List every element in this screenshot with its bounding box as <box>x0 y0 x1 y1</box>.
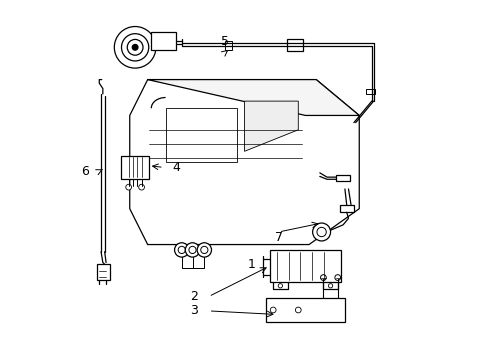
Polygon shape <box>129 80 359 244</box>
Bar <box>286 40 302 51</box>
Polygon shape <box>366 89 375 94</box>
Circle shape <box>312 223 330 241</box>
Circle shape <box>188 246 196 253</box>
Text: 4: 4 <box>172 161 180 174</box>
Polygon shape <box>335 175 349 181</box>
Circle shape <box>270 307 276 313</box>
Bar <box>224 41 231 50</box>
Circle shape <box>132 44 138 50</box>
Circle shape <box>127 40 142 55</box>
Text: 7: 7 <box>274 231 282 244</box>
Circle shape <box>139 184 144 190</box>
Circle shape <box>178 246 185 253</box>
Circle shape <box>174 243 188 257</box>
Circle shape <box>201 246 207 253</box>
Text: 1: 1 <box>247 258 255 271</box>
Bar <box>269 250 341 282</box>
Text: 6: 6 <box>81 165 89 177</box>
Circle shape <box>320 275 325 280</box>
Circle shape <box>125 184 131 190</box>
Circle shape <box>328 284 332 288</box>
Bar <box>121 156 148 179</box>
Circle shape <box>114 27 156 68</box>
Text: 5: 5 <box>220 35 228 49</box>
Polygon shape <box>151 32 176 50</box>
Polygon shape <box>165 108 237 162</box>
Text: 2: 2 <box>190 290 198 303</box>
Bar <box>97 264 110 280</box>
Polygon shape <box>147 80 359 116</box>
Polygon shape <box>265 298 344 321</box>
Polygon shape <box>339 205 353 212</box>
Circle shape <box>316 227 325 237</box>
Circle shape <box>197 243 211 257</box>
Circle shape <box>185 243 199 257</box>
Polygon shape <box>244 101 298 151</box>
Circle shape <box>278 284 282 288</box>
Text: 3: 3 <box>190 305 198 318</box>
Circle shape <box>295 307 301 313</box>
Circle shape <box>334 275 340 280</box>
Circle shape <box>121 34 148 61</box>
